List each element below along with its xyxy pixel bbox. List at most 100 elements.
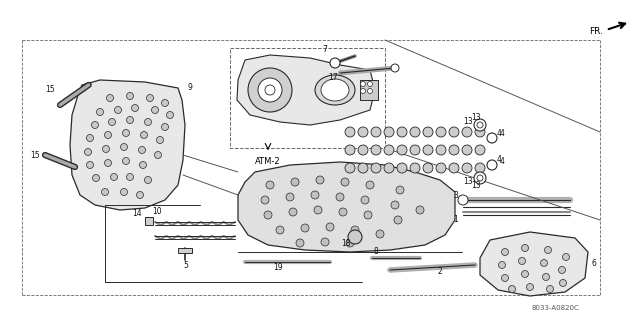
Text: 15: 15 xyxy=(45,85,55,94)
Circle shape xyxy=(145,118,152,125)
Circle shape xyxy=(330,58,340,68)
Text: 17: 17 xyxy=(328,73,338,83)
Circle shape xyxy=(361,196,369,204)
Polygon shape xyxy=(237,55,375,125)
Text: 4: 4 xyxy=(497,129,501,137)
Text: 13: 13 xyxy=(463,117,473,127)
Circle shape xyxy=(345,145,355,155)
Circle shape xyxy=(522,244,529,251)
Circle shape xyxy=(161,100,168,107)
Circle shape xyxy=(92,122,99,129)
Circle shape xyxy=(410,127,420,137)
Text: 7: 7 xyxy=(323,46,328,55)
Circle shape xyxy=(396,186,404,194)
Text: 13: 13 xyxy=(471,181,481,189)
Circle shape xyxy=(384,145,394,155)
Circle shape xyxy=(301,224,309,232)
Text: 4: 4 xyxy=(497,155,501,165)
Circle shape xyxy=(541,259,547,266)
Circle shape xyxy=(265,85,275,95)
Circle shape xyxy=(371,163,381,173)
Circle shape xyxy=(509,286,515,293)
Circle shape xyxy=(111,174,118,181)
Bar xyxy=(145,217,153,225)
Text: 4: 4 xyxy=(500,158,504,167)
Circle shape xyxy=(316,176,324,184)
Text: 19: 19 xyxy=(273,263,283,272)
Circle shape xyxy=(416,206,424,214)
Circle shape xyxy=(367,88,372,93)
Polygon shape xyxy=(480,232,588,296)
Circle shape xyxy=(449,145,459,155)
Circle shape xyxy=(462,145,472,155)
Circle shape xyxy=(410,163,420,173)
Text: 2: 2 xyxy=(438,268,442,277)
Circle shape xyxy=(261,196,269,204)
Circle shape xyxy=(527,284,534,291)
Text: 13: 13 xyxy=(471,114,481,122)
Circle shape xyxy=(86,161,93,168)
Circle shape xyxy=(291,178,299,186)
Circle shape xyxy=(289,208,297,216)
Circle shape xyxy=(84,149,92,155)
Circle shape xyxy=(423,163,433,173)
Circle shape xyxy=(449,163,459,173)
Bar xyxy=(360,80,378,100)
Text: 4: 4 xyxy=(500,130,504,138)
Circle shape xyxy=(423,145,433,155)
Circle shape xyxy=(276,226,284,234)
Circle shape xyxy=(102,145,109,152)
Circle shape xyxy=(543,273,550,280)
Circle shape xyxy=(258,78,282,102)
Circle shape xyxy=(462,163,472,173)
Circle shape xyxy=(358,163,368,173)
Circle shape xyxy=(97,108,104,115)
Circle shape xyxy=(86,135,93,142)
Circle shape xyxy=(161,123,168,130)
Text: 15: 15 xyxy=(30,151,40,160)
Text: 9: 9 xyxy=(188,84,193,93)
Circle shape xyxy=(93,174,99,182)
Bar xyxy=(178,248,192,253)
Circle shape xyxy=(397,127,407,137)
Text: 13: 13 xyxy=(463,177,473,187)
Circle shape xyxy=(102,189,109,196)
Text: 3: 3 xyxy=(454,191,458,201)
Circle shape xyxy=(384,163,394,173)
Circle shape xyxy=(436,145,446,155)
Circle shape xyxy=(499,262,506,269)
Circle shape xyxy=(462,127,472,137)
Circle shape xyxy=(376,230,384,238)
Text: ATM-2: ATM-2 xyxy=(255,158,281,167)
Circle shape xyxy=(127,174,134,181)
Circle shape xyxy=(475,127,485,137)
Circle shape xyxy=(286,193,294,201)
Circle shape xyxy=(248,68,292,112)
Circle shape xyxy=(518,257,525,264)
Circle shape xyxy=(296,239,304,247)
Circle shape xyxy=(487,160,497,170)
Circle shape xyxy=(391,201,399,209)
Circle shape xyxy=(122,130,129,137)
Bar xyxy=(230,48,385,148)
Circle shape xyxy=(474,119,486,131)
Circle shape xyxy=(358,127,368,137)
Circle shape xyxy=(364,211,372,219)
Circle shape xyxy=(360,81,365,86)
Circle shape xyxy=(157,137,163,144)
Circle shape xyxy=(166,112,173,118)
Circle shape xyxy=(477,122,483,128)
Circle shape xyxy=(384,127,394,137)
Circle shape xyxy=(559,279,566,286)
Ellipse shape xyxy=(321,79,349,101)
Circle shape xyxy=(141,131,147,138)
Circle shape xyxy=(351,226,359,234)
Polygon shape xyxy=(70,80,185,210)
Circle shape xyxy=(136,191,143,198)
Circle shape xyxy=(152,107,159,114)
Circle shape xyxy=(138,146,145,153)
Circle shape xyxy=(120,144,127,151)
Circle shape xyxy=(371,127,381,137)
Text: 18: 18 xyxy=(341,239,351,248)
Circle shape xyxy=(348,230,362,244)
